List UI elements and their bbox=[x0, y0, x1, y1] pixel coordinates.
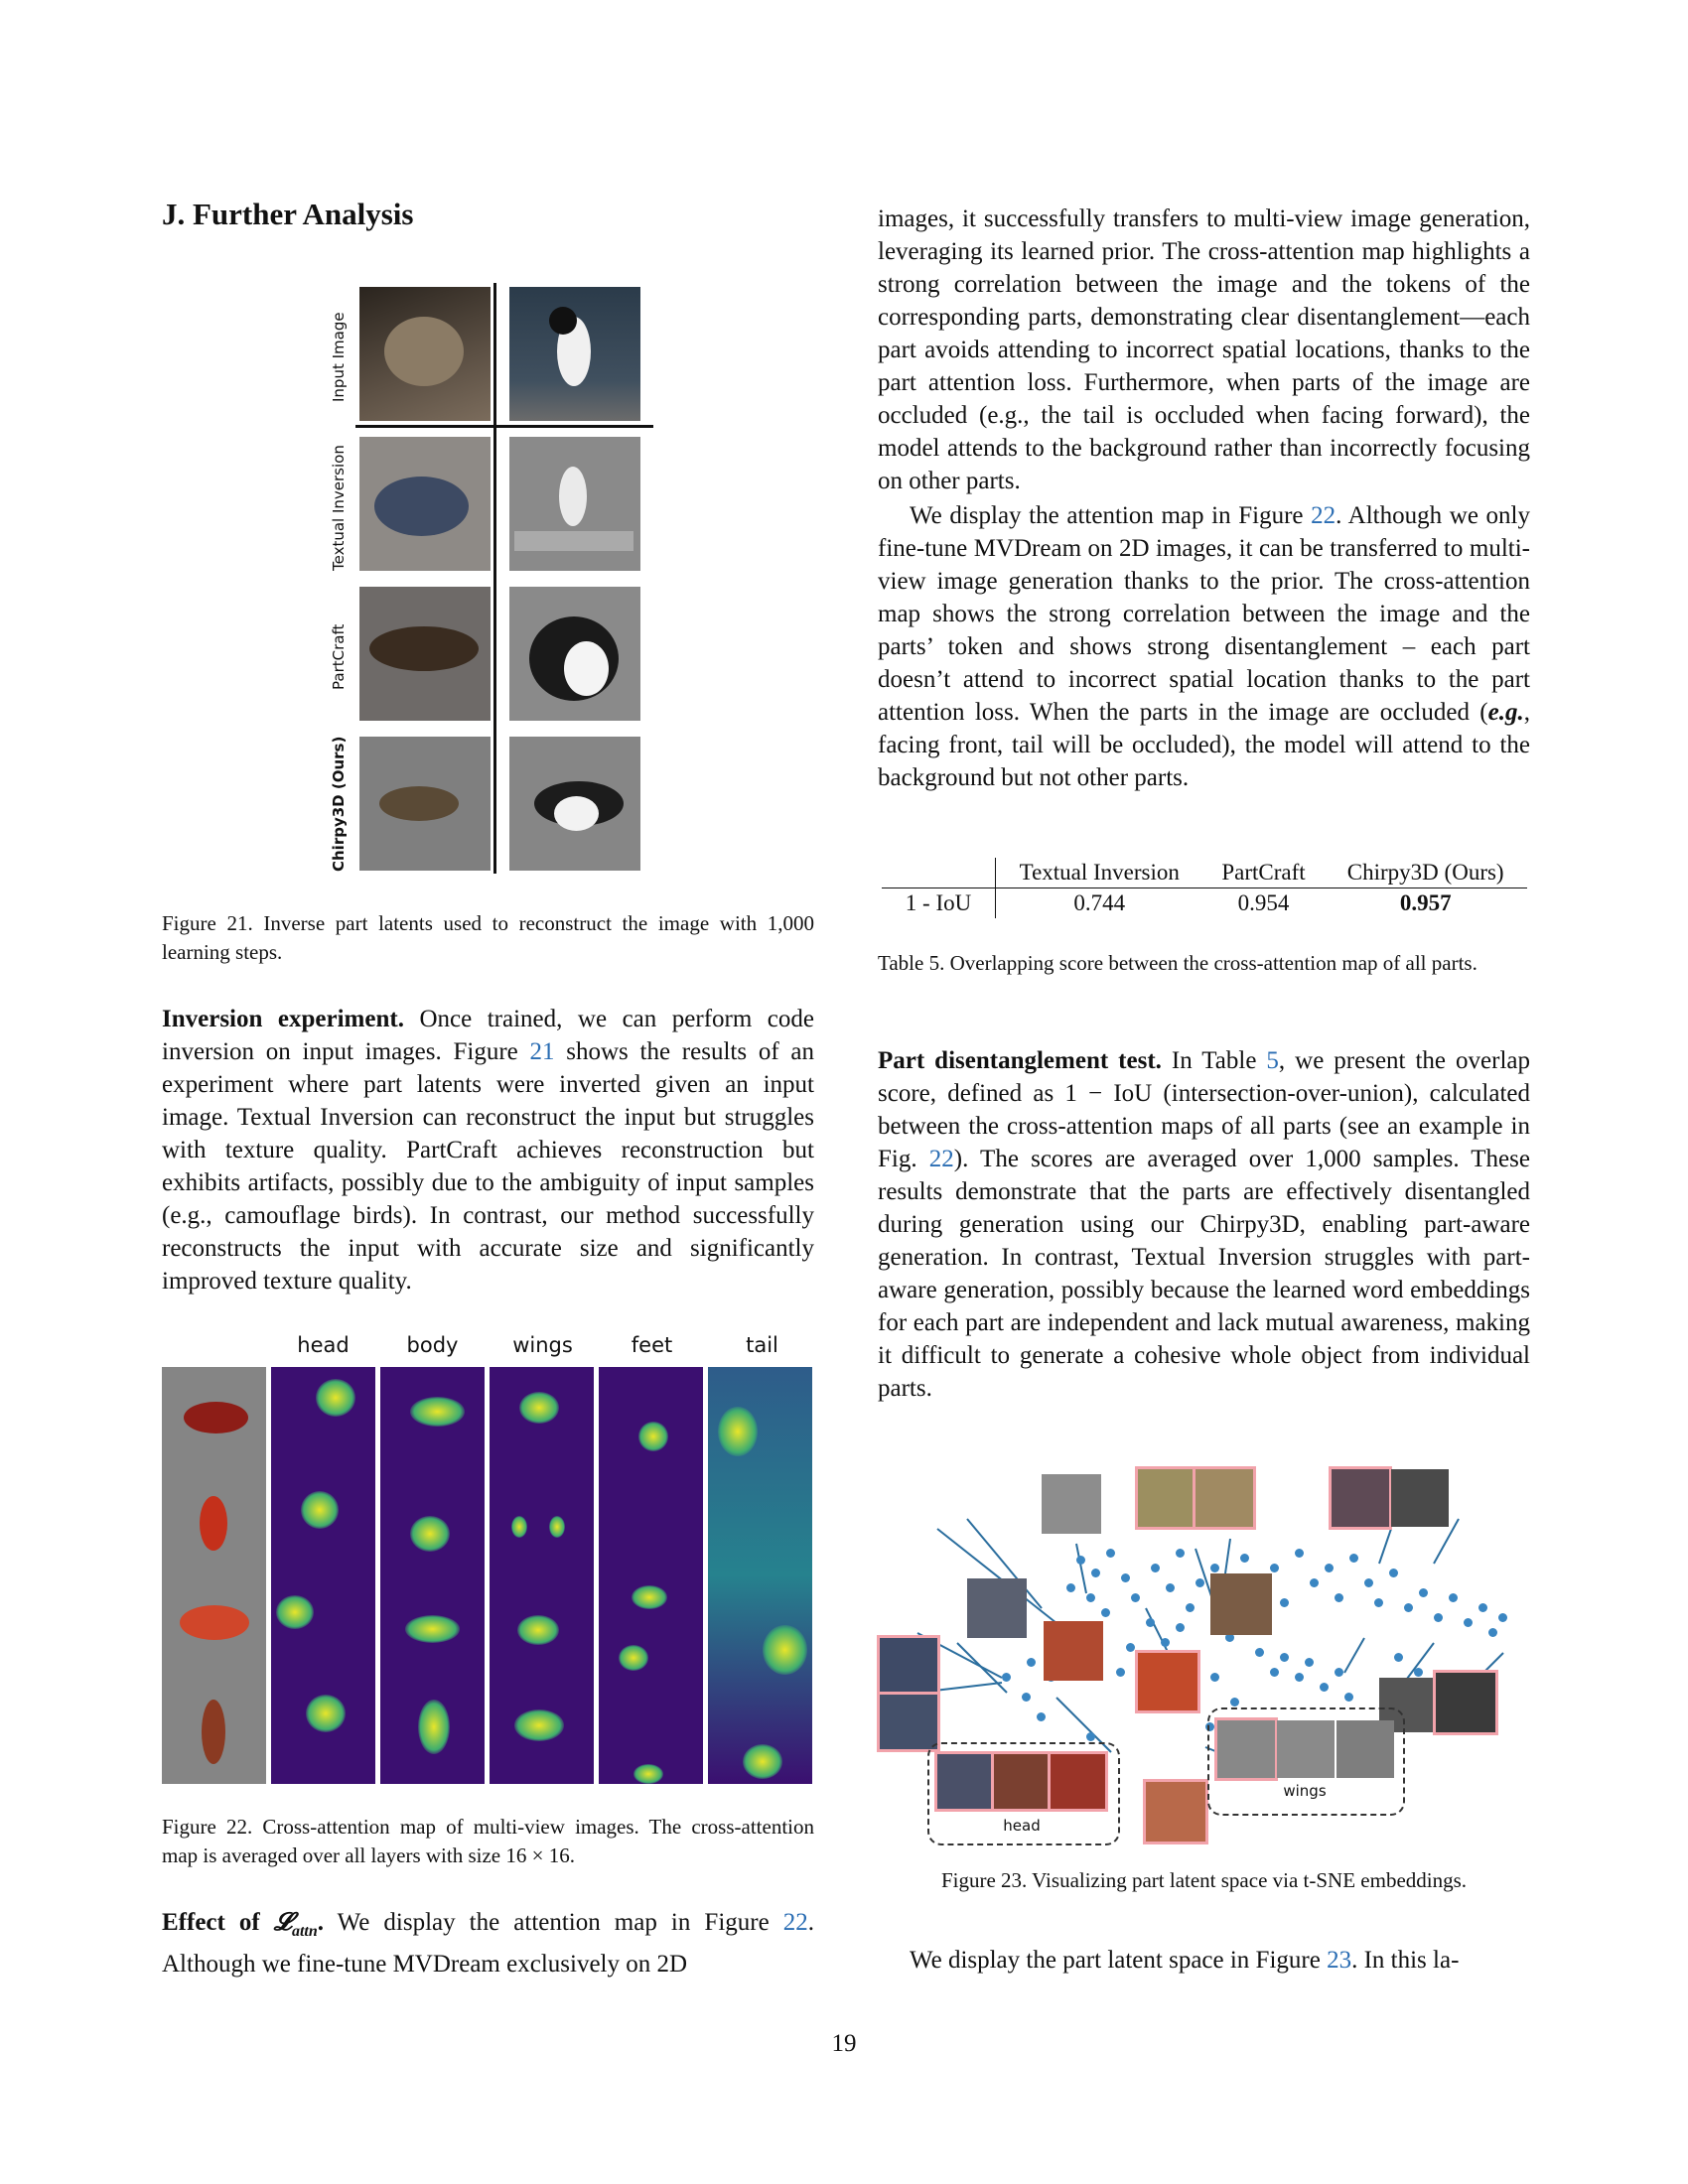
textual-inversion-puffin bbox=[509, 437, 640, 571]
fig21-horizontal-divider bbox=[355, 425, 653, 428]
fig22-column-label: body bbox=[406, 1333, 459, 1357]
tsne-bird-thumbnail bbox=[877, 1635, 940, 1696]
tsne-bird-thumbnail bbox=[1048, 1751, 1108, 1812]
table-5-link[interactable]: 5 bbox=[1266, 1047, 1279, 1074]
effect-paragraph: Effect of 𝓛attn. We display the attentio… bbox=[162, 1909, 815, 1978]
fig23-caption: Figure 23. Visualizing part latent space… bbox=[940, 1868, 1468, 1892]
table5-cell: 0.744 bbox=[1073, 890, 1126, 915]
page-number: 19 bbox=[831, 2030, 857, 2057]
table5-header: Textual Inversion bbox=[1019, 860, 1180, 885]
figure-21-link[interactable]: 21 bbox=[529, 1038, 555, 1065]
partcraft-nightjar bbox=[359, 587, 491, 721]
tsne-bird-thumbnail bbox=[877, 1692, 940, 1752]
fig22-column-label: feet bbox=[631, 1333, 673, 1357]
table5-header bbox=[882, 858, 996, 888]
tsne-bird-thumbnail bbox=[967, 1578, 1027, 1638]
attention-map-head bbox=[271, 1367, 375, 1784]
attention-map-body bbox=[380, 1367, 485, 1784]
last-line: We display the part latent space in Figu… bbox=[910, 1947, 1460, 1974]
tsne-bird-thumbnail bbox=[1044, 1621, 1103, 1681]
attention-map-feet bbox=[599, 1367, 703, 1784]
attention-map-wings bbox=[490, 1367, 594, 1784]
disentangle-heading: Part disentanglement test. bbox=[878, 1047, 1162, 1074]
chirpy3d-puffin bbox=[509, 737, 640, 871]
multiview-cardinal-column bbox=[162, 1367, 266, 1784]
tsne-bird-thumbnail bbox=[991, 1751, 1052, 1812]
fig21-caption: Figure 21. Inverse part latents used to … bbox=[162, 911, 814, 964]
tsne-bird-thumbnail bbox=[1391, 1469, 1449, 1527]
wings-group-box bbox=[1207, 1707, 1405, 1816]
tsne-bird-thumbnail bbox=[1135, 1650, 1200, 1713]
textual-inversion-nightjar bbox=[359, 437, 491, 571]
tsne-bird-thumbnail bbox=[1214, 1717, 1278, 1781]
inversion-paragraph: Inversion experiment. Once trained, we c… bbox=[162, 1006, 814, 1295]
tsne-bird-thumbnail bbox=[1329, 1466, 1392, 1530]
right-paragraph-2: We display the attention map in Figure 2… bbox=[878, 502, 1531, 791]
fig22-column-label: tail bbox=[746, 1333, 778, 1357]
tsne-bird-thumbnail bbox=[1135, 1466, 1198, 1530]
table5-cell: 0.954 bbox=[1237, 890, 1290, 915]
section-title: J. Further Analysis bbox=[162, 197, 414, 231]
figure-22-link[interactable]: 22 bbox=[1311, 502, 1336, 529]
table5-cell-best: 0.957 bbox=[1399, 890, 1452, 915]
tsne-bird-thumbnail bbox=[1210, 1573, 1272, 1635]
figure-23: head wings bbox=[877, 1444, 1533, 1861]
tsne-bird-thumbnail bbox=[1433, 1670, 1498, 1735]
input-image-puffin bbox=[509, 287, 640, 421]
fig21-vertical-divider bbox=[493, 283, 496, 874]
tsne-bird-thumbnail bbox=[1143, 1779, 1208, 1844]
figure-22-link[interactable]: 22 bbox=[782, 1909, 808, 1936]
wings-group-label: wings bbox=[1283, 1782, 1327, 1800]
fig21-row-label: Input Image bbox=[330, 312, 348, 402]
fig21-row-label: Textual Inversion bbox=[330, 445, 348, 571]
figure-23-link[interactable]: 23 bbox=[1327, 1947, 1352, 1974]
chirpy3d-nightjar bbox=[359, 737, 491, 871]
tsne-bird-thumbnail bbox=[1193, 1466, 1256, 1530]
table5-row-label: 1 - IoU bbox=[882, 887, 996, 918]
table5-header: Chirpy3D (Ours) bbox=[1346, 860, 1504, 885]
fig22-caption: Figure 22. Cross-attention map of multi-… bbox=[162, 1815, 814, 1867]
fig21-row-label: PartCraft bbox=[330, 623, 348, 690]
figure-22: head body wings feet tail bbox=[162, 1325, 817, 1792]
disentangle-paragraph: Part disentanglement test. In Table 5, w… bbox=[878, 1047, 1530, 1402]
figure-22-link[interactable]: 22 bbox=[928, 1146, 954, 1172]
input-image-nightjar bbox=[359, 287, 491, 421]
fig21-row-label: Chirpy3D (Ours) bbox=[330, 736, 348, 872]
fig22-column-label: wings bbox=[512, 1333, 573, 1357]
table5-caption: Table 5. Overlapping score between the c… bbox=[878, 951, 1477, 975]
attention-map-tail bbox=[708, 1367, 812, 1784]
tsne-bird-thumbnail bbox=[1042, 1474, 1101, 1534]
tsne-bird-thumbnail bbox=[1336, 1720, 1394, 1778]
partcraft-puffin bbox=[509, 587, 640, 721]
fig22-column-label: head bbox=[297, 1333, 350, 1357]
tsne-bird-thumbnail bbox=[1277, 1720, 1335, 1778]
head-group-box bbox=[927, 1742, 1120, 1845]
inversion-heading: Inversion experiment. bbox=[162, 1006, 404, 1032]
effect-heading: Effect of 𝓛attn. bbox=[162, 1909, 325, 1940]
table-5: Textual Inversion PartCraft Chirpy3D (Ou… bbox=[882, 858, 1527, 918]
head-group-label: head bbox=[1003, 1817, 1041, 1835]
table5-header: PartCraft bbox=[1221, 860, 1306, 885]
figure-21: Input Image Textual Inversion PartCraft … bbox=[318, 283, 655, 879]
tsne-bird-thumbnail bbox=[934, 1751, 995, 1812]
right-paragraph-1: images, it successfully transfers to mul… bbox=[878, 205, 1530, 494]
